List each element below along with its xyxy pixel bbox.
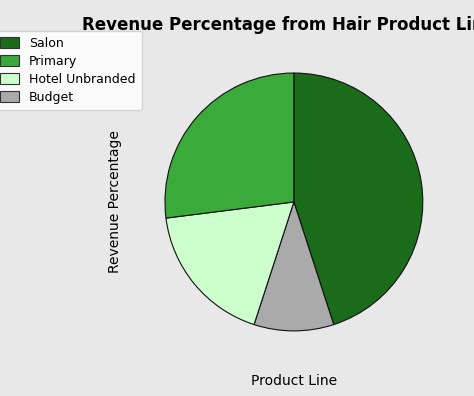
Wedge shape	[165, 73, 294, 218]
Wedge shape	[254, 202, 334, 331]
Wedge shape	[294, 73, 423, 325]
Legend: Salon, Primary, Hotel Unbranded, Budget: Salon, Primary, Hotel Unbranded, Budget	[0, 31, 142, 110]
Title: Revenue Percentage from Hair Product Lines: Revenue Percentage from Hair Product Lin…	[82, 16, 474, 34]
X-axis label: Product Line: Product Line	[251, 374, 337, 388]
Wedge shape	[166, 202, 294, 325]
Y-axis label: Revenue Percentage: Revenue Percentage	[108, 131, 122, 273]
